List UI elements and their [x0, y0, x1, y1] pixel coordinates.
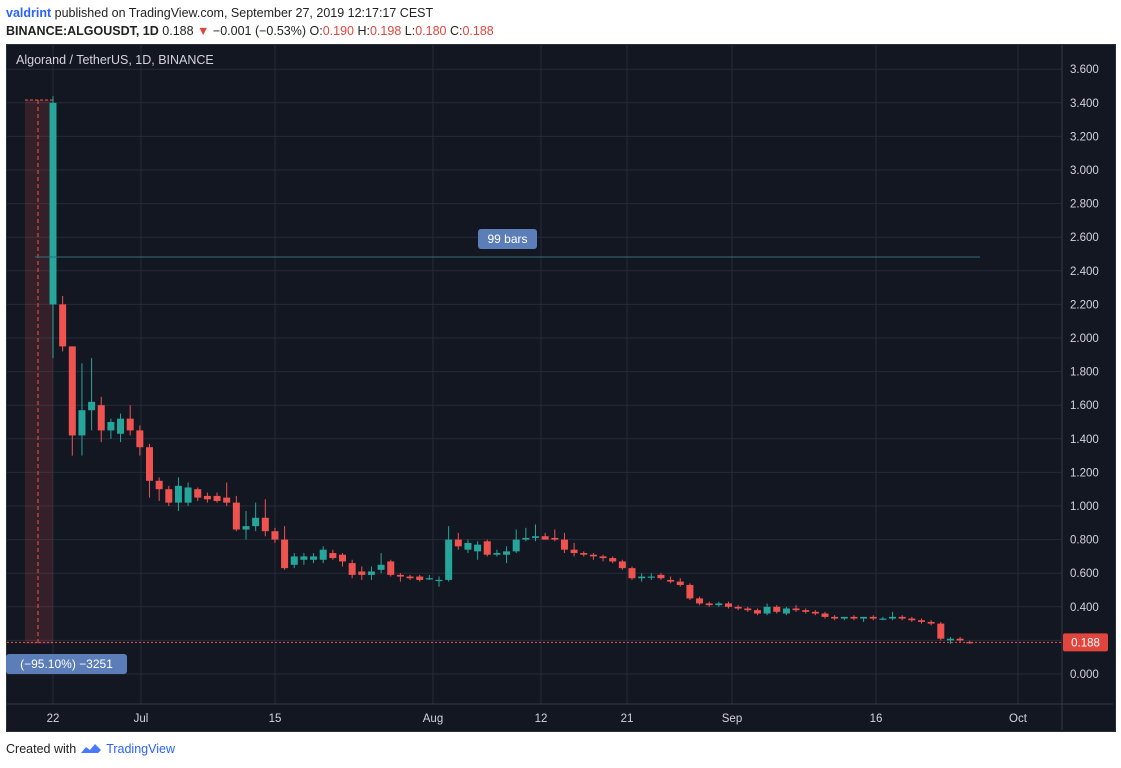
author-link[interactable]: valdrint	[6, 6, 52, 20]
open-value: 0.190	[322, 24, 354, 38]
open-label: O:	[309, 24, 323, 38]
last-price: 0.188	[162, 24, 194, 38]
close-value: 0.188	[462, 24, 494, 38]
tradingview-brand-link[interactable]: TradingView	[106, 742, 175, 756]
footer: Created with TradingView	[6, 742, 175, 756]
chart-header: valdrint published on TradingView.com, S…	[6, 4, 494, 40]
high-label: H:	[357, 24, 370, 38]
created-with-text: Created with	[6, 742, 77, 756]
price-change: −0.001 (−0.53%)	[212, 24, 307, 38]
chart-frame[interactable]	[6, 44, 1116, 732]
symbol-label: BINANCE:ALGOUSDT, 1D	[6, 24, 159, 38]
ohlc-line: BINANCE:ALGOUSDT, 1D 0.188 ▼ −0.001 (−0.…	[6, 22, 494, 40]
close-label: C:	[449, 24, 463, 38]
publish-line: valdrint published on TradingView.com, S…	[6, 4, 494, 22]
low-value: 0.180	[415, 24, 447, 38]
pane-title: Algorand / TetherUS, 1D, BINANCE	[16, 53, 214, 67]
tradingview-logo-icon	[81, 744, 102, 753]
published-text: published on TradingView.com, September …	[54, 6, 434, 20]
down-arrow-icon: ▼	[197, 24, 210, 38]
high-value: 0.198	[369, 24, 402, 38]
low-label: L:	[404, 24, 416, 38]
